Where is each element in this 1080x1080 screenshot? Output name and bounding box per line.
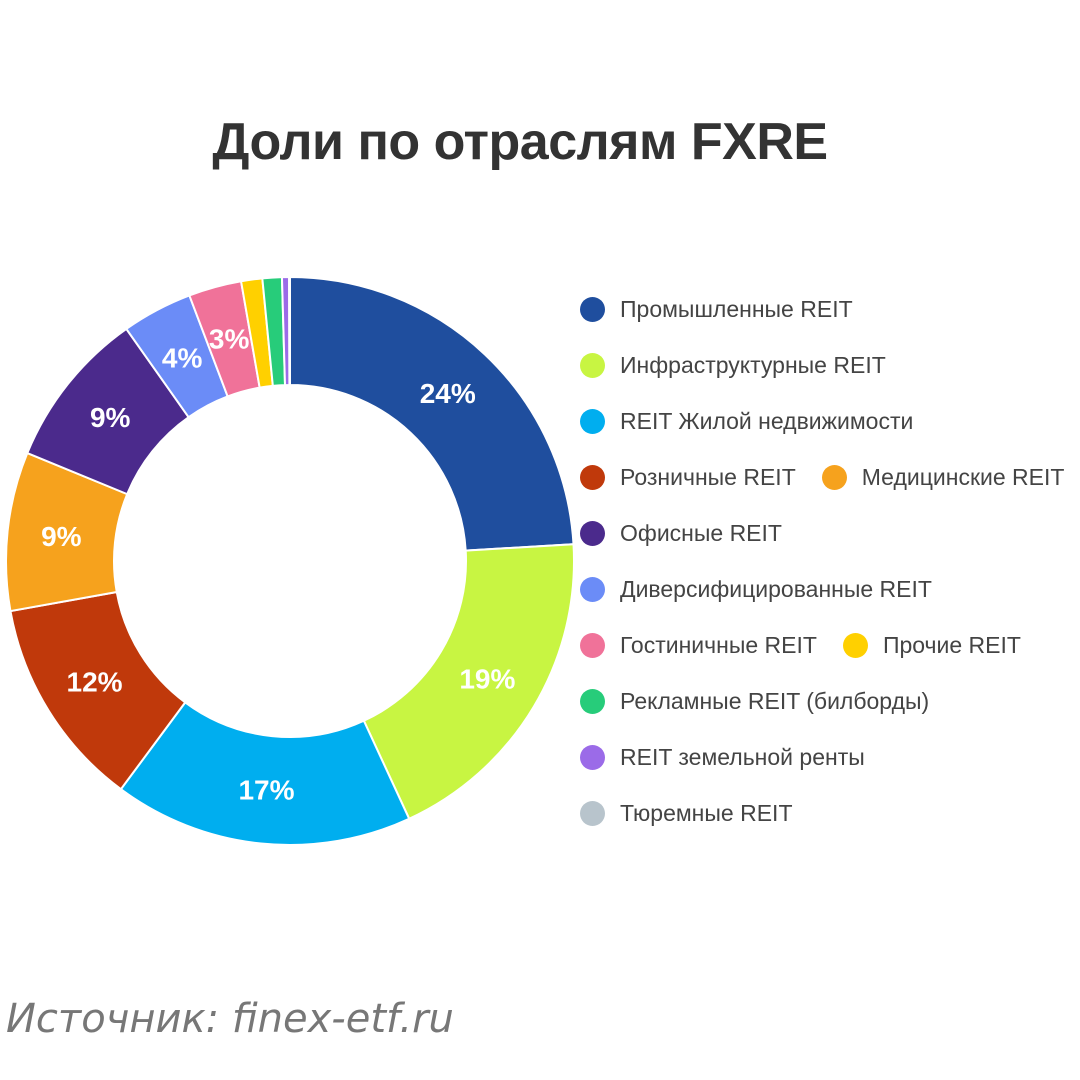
legend-row: Рекламные REIT (билборды) (580, 683, 955, 719)
legend-row: Промышленные REIT (580, 291, 879, 327)
legend-item: Диверсифицированные REIT (580, 576, 932, 603)
slice-label-7: 3% (209, 324, 250, 355)
legend-item: Промышленные REIT (580, 296, 853, 323)
legend-swatch (842, 632, 868, 658)
legend-swatch (580, 632, 605, 658)
legend-swatch (580, 352, 605, 378)
legend-item: Инфраструктурные REIT (580, 352, 886, 379)
slice-label-2: 17% (238, 774, 294, 805)
slice-11 (288, 275, 291, 387)
legend-row: Диверсифицированные REIT (580, 571, 958, 607)
legend-item: REIT земельной ренты (580, 744, 865, 771)
legend-swatch (580, 408, 605, 434)
legend-item: Медицинские REIT (821, 463, 1065, 491)
legend-swatch (580, 296, 605, 322)
legend-item: Тюремные REIT (580, 800, 793, 827)
slice-label-3: 12% (67, 667, 123, 698)
legend-label: Розничные REIT (620, 463, 796, 490)
legend-swatch (580, 744, 605, 770)
legend-swatch (580, 576, 605, 602)
legend-label: Гостиничные REIT (620, 631, 817, 658)
legend-row: Инфраструктурные REIT (580, 347, 912, 383)
slice-label-6: 4% (162, 342, 203, 373)
legend-item: Розничные REIT (580, 464, 796, 491)
chart-title: Доли по отраслям FXRE (212, 113, 828, 171)
legend-row: Тюремные REIT (580, 795, 819, 831)
legend-label: Медицинские REIT (861, 463, 1065, 490)
legend-item: Рекламные REIT (билборды) (580, 688, 929, 715)
legend-item: Прочие REIT (842, 631, 1021, 659)
legend-label: Тюремные REIT (620, 799, 793, 826)
legend-label: Прочие REIT (882, 631, 1021, 658)
slice-label-1: 19% (459, 664, 515, 695)
legend-row: REIT Жилой недвижимости (580, 403, 939, 439)
legend-row: Гостиничные REIT Прочие REIT (580, 627, 1047, 663)
legend-label: Офисные REIT (620, 519, 782, 546)
legend-label: Диверсифицированные REIT (620, 575, 932, 602)
legend-swatch (821, 464, 847, 490)
legend-item: Офисные REIT (580, 520, 782, 547)
slice-label-0: 24% (420, 378, 476, 409)
legend-label: REIT земельной ренты (620, 743, 865, 770)
source-note: Источник: finex-etf.ru (6, 996, 454, 1042)
legend-row: Розничные REIT Медицинские REIT (580, 459, 1080, 495)
legend-swatch (580, 464, 605, 490)
legend-swatch (580, 520, 605, 546)
legend-swatch (580, 800, 605, 826)
slice-0 (289, 275, 575, 552)
slice-1 (362, 543, 575, 821)
legend-swatch (580, 688, 605, 714)
legend-item: Гостиничные REIT (580, 632, 817, 659)
legend-label: Рекламные REIT (билборды) (620, 687, 930, 714)
legend-item: REIT Жилой недвижимости (580, 408, 913, 435)
slice-label-5: 9% (90, 402, 131, 433)
legend-row: REIT земельной ренты (580, 739, 891, 775)
legend-label: REIT Жилой недвижимости (620, 407, 914, 434)
legend-label: Промышленные REIT (620, 295, 853, 322)
legend-row: Офисные REIT (580, 515, 808, 551)
legend-label: Инфраструктурные REIT (620, 351, 886, 378)
slice-label-4: 9% (41, 521, 82, 552)
